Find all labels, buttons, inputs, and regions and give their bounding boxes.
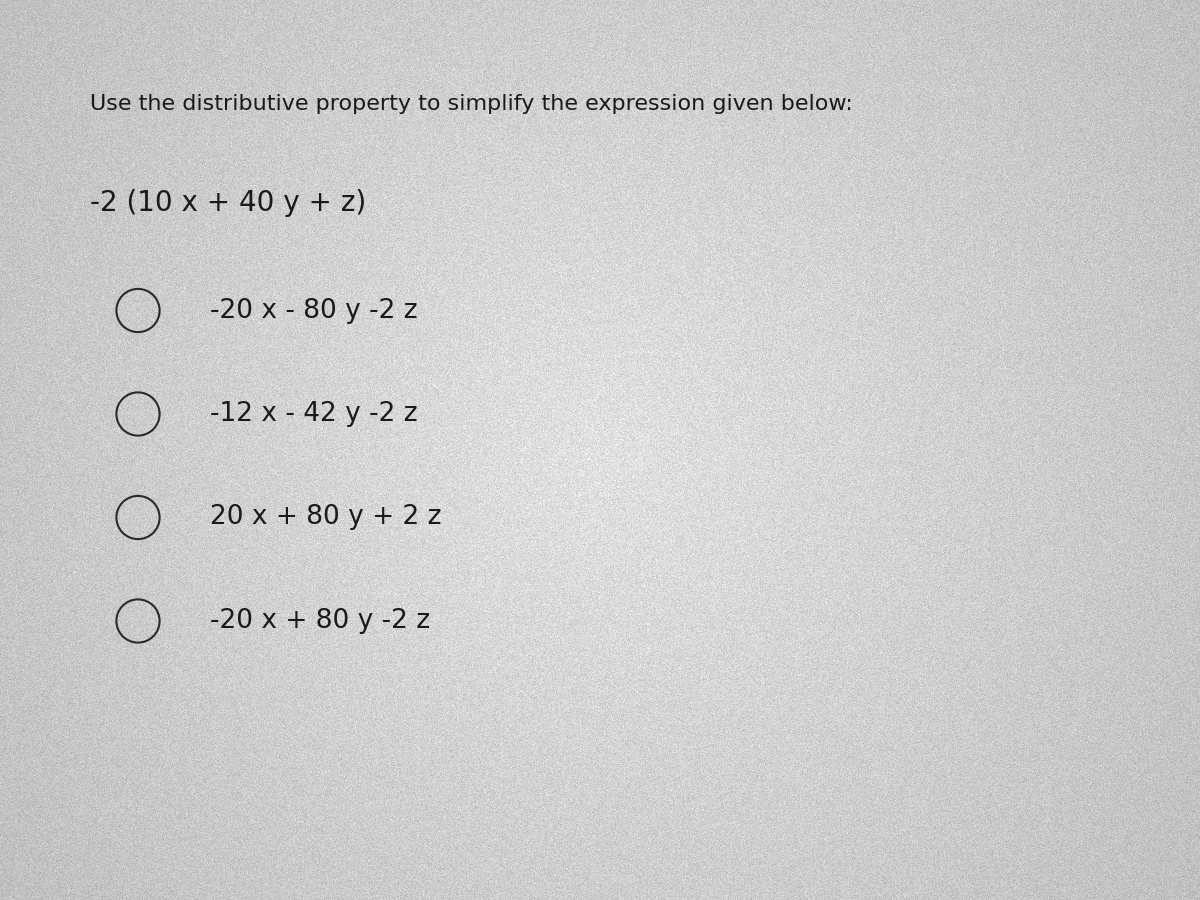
Text: -12 x - 42 y -2 z: -12 x - 42 y -2 z xyxy=(210,401,418,427)
Text: -20 x + 80 y -2 z: -20 x + 80 y -2 z xyxy=(210,608,430,634)
Text: Use the distributive property to simplify the expression given below:: Use the distributive property to simplif… xyxy=(90,94,853,114)
Text: 20 x + 80 y + 2 z: 20 x + 80 y + 2 z xyxy=(210,505,442,530)
Text: -2 (10 x + 40 y + z): -2 (10 x + 40 y + z) xyxy=(90,189,366,217)
Text: -20 x - 80 y -2 z: -20 x - 80 y -2 z xyxy=(210,298,418,323)
